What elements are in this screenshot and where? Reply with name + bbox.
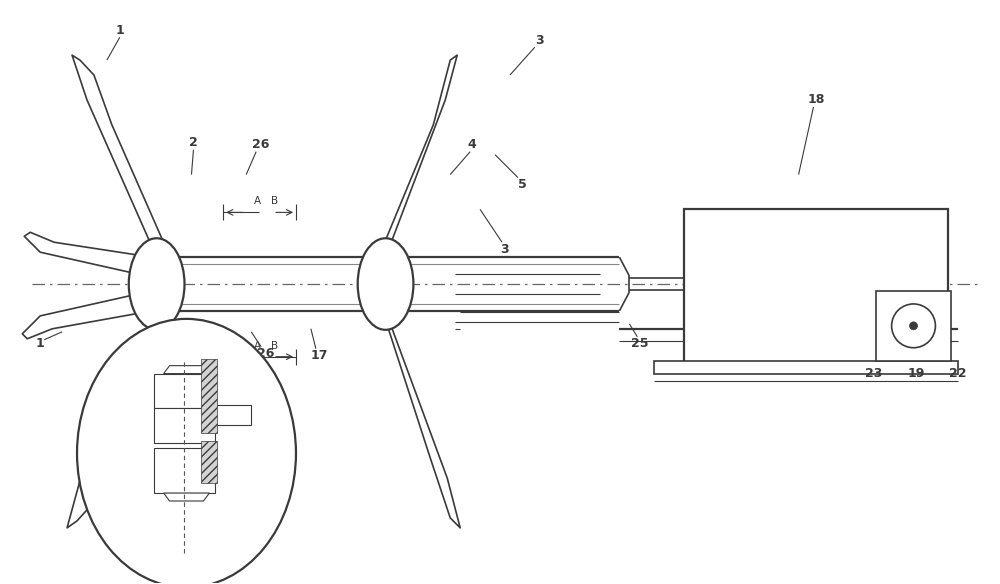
- Bar: [654, 361, 958, 374]
- Bar: [201, 359, 217, 433]
- Text: 1: 1: [115, 24, 124, 37]
- Bar: [154, 374, 215, 408]
- Text: 26: 26: [238, 434, 255, 448]
- Text: 23: 23: [865, 367, 882, 380]
- Text: 17: 17: [310, 349, 328, 362]
- Text: B: B: [271, 196, 278, 206]
- Text: 25: 25: [631, 337, 648, 350]
- Bar: [684, 210, 948, 369]
- Text: 3: 3: [501, 243, 509, 256]
- Text: A: A: [254, 340, 261, 351]
- Bar: [154, 449, 215, 493]
- Text: B: B: [271, 340, 278, 351]
- Text: 19: 19: [907, 367, 925, 380]
- Text: 4: 4: [468, 138, 477, 151]
- Text: 27: 27: [175, 534, 192, 547]
- Text: 18: 18: [808, 93, 825, 106]
- Text: 22: 22: [949, 367, 967, 380]
- Text: 1: 1: [36, 337, 45, 350]
- Bar: [876, 291, 951, 361]
- Ellipse shape: [77, 319, 296, 584]
- Text: A: A: [254, 196, 261, 206]
- Text: 2: 2: [189, 136, 198, 150]
- Polygon shape: [164, 366, 209, 374]
- Text: 28: 28: [103, 472, 121, 485]
- Text: 5: 5: [518, 178, 526, 191]
- Circle shape: [892, 304, 935, 347]
- Polygon shape: [164, 493, 209, 501]
- Text: 26: 26: [252, 138, 270, 151]
- Bar: [213, 405, 251, 425]
- Bar: [154, 408, 215, 443]
- Bar: [201, 442, 217, 483]
- Text: 26: 26: [257, 347, 275, 360]
- Text: 28: 28: [205, 347, 222, 360]
- Text: 3: 3: [535, 34, 544, 47]
- Text: 2: 2: [237, 385, 246, 398]
- Ellipse shape: [129, 238, 185, 330]
- Circle shape: [910, 322, 918, 330]
- Ellipse shape: [358, 238, 413, 330]
